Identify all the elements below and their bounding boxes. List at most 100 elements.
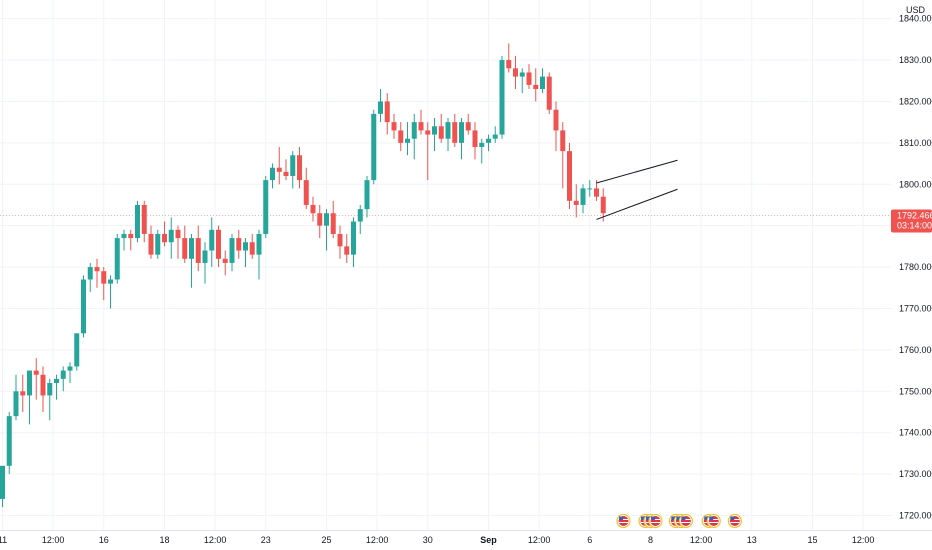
candle[interactable] bbox=[391, 113, 397, 139]
channel-trendline[interactable] bbox=[596, 188, 678, 220]
candle[interactable] bbox=[216, 225, 221, 268]
time-axis[interactable]: 11 12:00 16 18 12:00 23 25 12:00 30 Sep 12:00 6 8 12:… bbox=[0, 535, 874, 545]
candle[interactable] bbox=[54, 374, 59, 400]
us-flag-event-icon[interactable] bbox=[648, 513, 663, 529]
candle[interactable] bbox=[270, 163, 275, 189]
candle[interactable] bbox=[492, 126, 498, 143]
candle[interactable] bbox=[445, 118, 451, 152]
candle[interactable] bbox=[60, 366, 66, 392]
candle[interactable] bbox=[27, 370, 32, 425]
candle[interactable] bbox=[148, 225, 154, 259]
candle[interactable] bbox=[162, 221, 167, 247]
candle[interactable] bbox=[418, 109, 424, 135]
candle[interactable] bbox=[33, 358, 39, 400]
candle[interactable] bbox=[587, 180, 593, 197]
candle[interactable] bbox=[378, 89, 383, 123]
candle[interactable] bbox=[94, 258, 100, 288]
candle[interactable] bbox=[276, 146, 282, 185]
candle[interactable] bbox=[195, 225, 201, 272]
candle[interactable] bbox=[168, 217, 174, 259]
candle[interactable] bbox=[384, 93, 390, 135]
candle[interactable] bbox=[229, 233, 235, 272]
candle[interactable] bbox=[243, 238, 248, 268]
candle[interactable] bbox=[297, 146, 302, 189]
candle[interactable] bbox=[472, 122, 478, 160]
candle[interactable] bbox=[560, 122, 566, 189]
us-flag-event-icon[interactable] bbox=[727, 513, 742, 529]
candle[interactable] bbox=[202, 242, 208, 284]
candle[interactable] bbox=[465, 113, 471, 135]
candle[interactable] bbox=[411, 113, 417, 160]
candle[interactable] bbox=[263, 175, 269, 239]
candle[interactable] bbox=[128, 229, 134, 251]
candle[interactable] bbox=[479, 138, 485, 164]
candle[interactable] bbox=[540, 68, 545, 94]
candle[interactable] bbox=[438, 113, 444, 143]
candle[interactable] bbox=[357, 204, 363, 234]
candle[interactable] bbox=[290, 151, 296, 189]
candle[interactable] bbox=[405, 122, 410, 156]
candle[interactable] bbox=[108, 275, 113, 309]
candle[interactable] bbox=[486, 134, 491, 152]
candle[interactable] bbox=[87, 262, 93, 292]
candle[interactable] bbox=[189, 233, 194, 288]
candle[interactable] bbox=[567, 142, 572, 210]
candle[interactable] bbox=[310, 196, 316, 222]
candle[interactable] bbox=[317, 204, 323, 239]
candle[interactable] bbox=[182, 225, 188, 263]
candle[interactable] bbox=[283, 159, 289, 181]
us-flag-event-icon[interactable] bbox=[616, 513, 631, 529]
candle[interactable] bbox=[114, 233, 120, 284]
candle[interactable] bbox=[40, 366, 46, 412]
candle[interactable] bbox=[236, 229, 242, 259]
candle[interactable] bbox=[452, 113, 458, 147]
candle[interactable] bbox=[135, 200, 140, 243]
candle[interactable] bbox=[249, 233, 255, 259]
candle[interactable] bbox=[101, 267, 107, 301]
candle[interactable] bbox=[533, 68, 539, 102]
candle[interactable] bbox=[398, 122, 404, 152]
candle[interactable] bbox=[0, 465, 5, 508]
candle[interactable] bbox=[303, 167, 309, 210]
candle[interactable] bbox=[256, 229, 262, 280]
candle[interactable] bbox=[513, 55, 518, 90]
us-flag-event-icon[interactable] bbox=[678, 513, 693, 529]
candle[interactable] bbox=[20, 374, 26, 412]
candle[interactable] bbox=[47, 378, 53, 421]
candle[interactable] bbox=[330, 200, 336, 239]
candle[interactable] bbox=[141, 200, 147, 243]
candle[interactable] bbox=[546, 72, 552, 114]
candle[interactable] bbox=[594, 180, 599, 201]
candle[interactable] bbox=[432, 118, 437, 152]
price-axis-bg[interactable] bbox=[891, 0, 932, 530]
candle[interactable] bbox=[506, 43, 512, 73]
candle[interactable] bbox=[573, 184, 579, 218]
channel-trendline[interactable] bbox=[596, 159, 678, 184]
candle[interactable] bbox=[364, 175, 370, 218]
candle[interactable] bbox=[67, 362, 73, 384]
candle[interactable] bbox=[344, 233, 350, 263]
us-flag-event-icon[interactable] bbox=[706, 513, 721, 529]
candle[interactable] bbox=[526, 64, 532, 90]
candle[interactable] bbox=[222, 250, 228, 276]
candle[interactable] bbox=[351, 217, 356, 268]
candle[interactable] bbox=[6, 411, 12, 475]
candle[interactable] bbox=[600, 188, 606, 222]
candle[interactable] bbox=[337, 225, 343, 259]
candle[interactable] bbox=[499, 55, 505, 139]
candle[interactable] bbox=[209, 217, 215, 268]
candle[interactable] bbox=[175, 225, 181, 259]
candle[interactable] bbox=[324, 209, 329, 251]
candle[interactable] bbox=[459, 118, 464, 160]
candle[interactable] bbox=[553, 101, 559, 152]
candle[interactable] bbox=[81, 275, 86, 338]
candle[interactable] bbox=[519, 68, 525, 94]
candle[interactable] bbox=[371, 109, 377, 185]
candle[interactable] bbox=[13, 374, 19, 421]
candle[interactable] bbox=[121, 229, 127, 251]
candle[interactable] bbox=[425, 122, 431, 181]
candle[interactable] bbox=[74, 333, 80, 371]
plot-area[interactable] bbox=[0, 43, 891, 529]
candle[interactable] bbox=[580, 184, 586, 214]
